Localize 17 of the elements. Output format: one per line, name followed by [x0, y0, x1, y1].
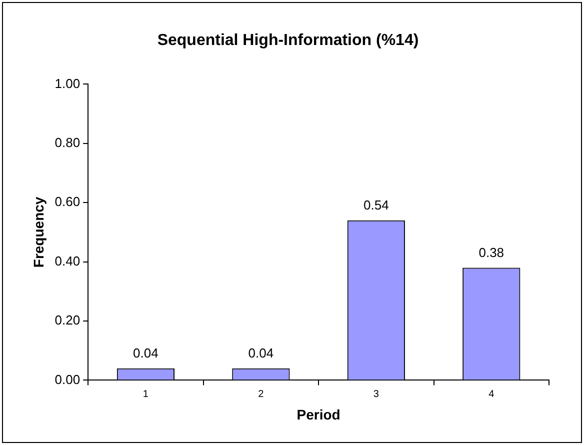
- y-tick-label: 0.80: [54, 134, 80, 150]
- y-axis-title: Frequency: [30, 196, 46, 268]
- data-label: 0.38: [478, 244, 504, 260]
- data-label: 0.04: [248, 345, 274, 360]
- data-label: 0.54: [364, 197, 389, 212]
- y-tick-label: 0.60: [54, 194, 80, 210]
- y-tick-label: 0.00: [54, 372, 80, 387]
- data-label: 0.04: [133, 345, 158, 360]
- x-tick-label: 1: [142, 388, 149, 400]
- x-tick-label: 2: [258, 388, 264, 400]
- x-tick-label: 3: [373, 388, 380, 400]
- chart-title: Sequential High-Information (%14): [157, 32, 419, 50]
- y-tick-label: 1.00: [54, 76, 80, 91]
- y-tick-label: 0.20: [54, 312, 80, 328]
- x-axis-title: Period: [296, 406, 340, 422]
- x-tick-label: 4: [488, 388, 495, 400]
- y-tick-label: 0.40: [54, 253, 80, 268]
